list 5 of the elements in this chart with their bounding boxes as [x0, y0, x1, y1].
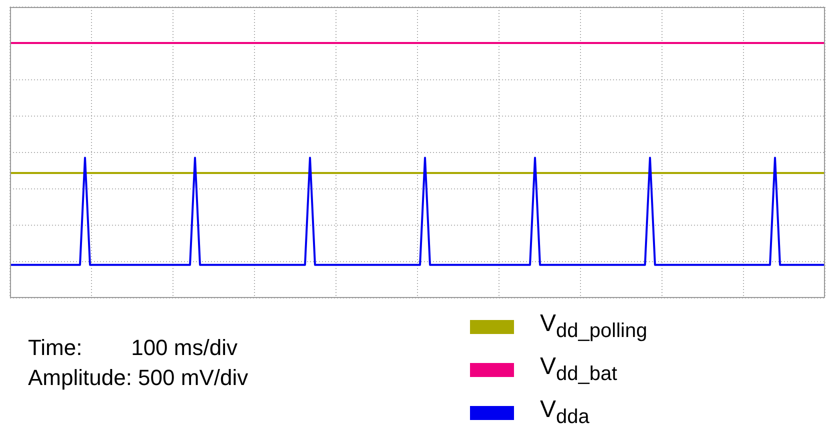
legend-label: V$_{dd_polling}$: [540, 309, 648, 344]
legend-label: V$_{dda}$: [540, 394, 590, 427]
legend-label: V$_{dd_bat}$: [540, 352, 618, 387]
text: Time: 100 ms/div: [28, 334, 238, 362]
text: Amplitude: 500 mV/div: [28, 364, 248, 392]
